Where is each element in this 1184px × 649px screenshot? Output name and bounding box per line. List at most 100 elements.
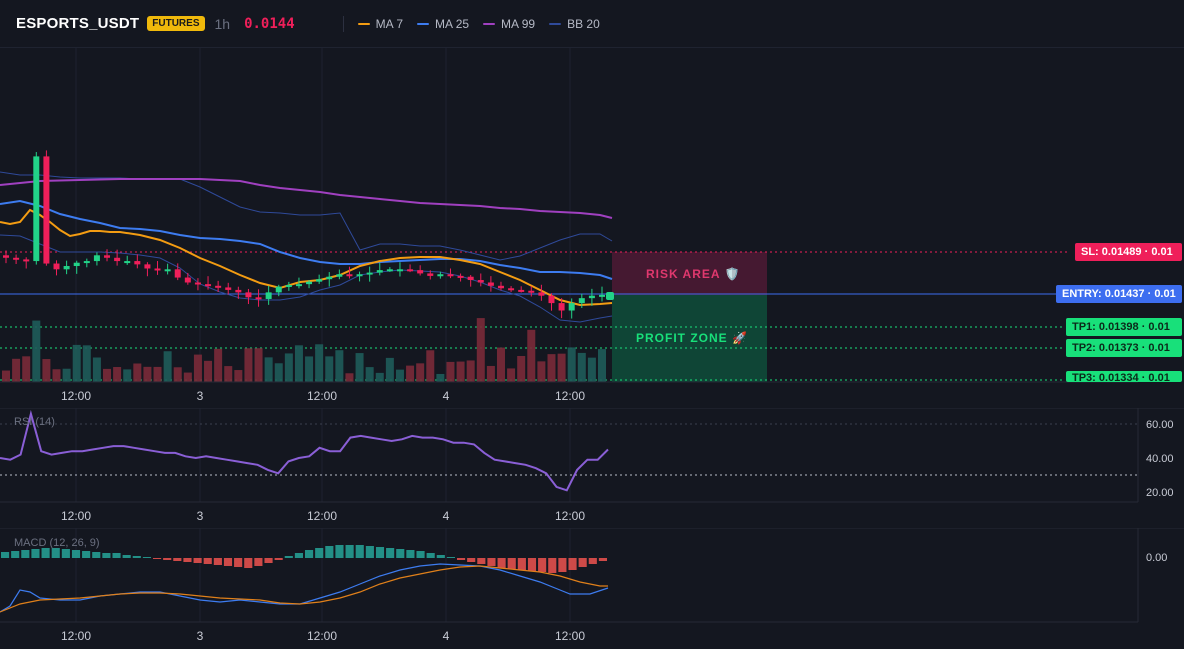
macd-histogram-bar — [467, 558, 476, 562]
volume-bar — [385, 357, 394, 382]
timeframe-selector[interactable]: 1h — [214, 15, 231, 32]
volume-bar — [587, 357, 596, 382]
candle-body — [205, 284, 212, 287]
macd-histogram-bar — [396, 549, 405, 558]
legend-ma7-label: MA 7 — [375, 16, 404, 31]
macd-histogram-bar — [61, 549, 70, 558]
risk-area-zone[interactable] — [612, 252, 767, 295]
ma7-swatch-icon — [357, 22, 370, 25]
macd-histogram-bar — [203, 558, 212, 564]
volume-bar — [12, 358, 21, 382]
macd-histogram-bar — [507, 558, 516, 569]
macd-histogram-bar — [51, 548, 60, 558]
candle-body — [285, 284, 292, 287]
candle-body — [346, 274, 353, 277]
candle-body — [386, 269, 393, 272]
volume-bar — [133, 363, 142, 382]
volume-bar — [517, 355, 526, 382]
macd-histogram — [1, 545, 607, 573]
volume-bar — [224, 366, 233, 382]
candle-body — [396, 269, 403, 272]
time-label: 12:00 — [307, 389, 337, 403]
tp2-tag[interactable]: TP2: 0.01373 · 0.01 — [1066, 339, 1182, 357]
entry-tag[interactable]: ENTRY: 0.01437 · 0.01 — [1056, 285, 1182, 303]
symbol-title[interactable]: ESPORTS_USDT — [16, 15, 140, 32]
macd-histogram-bar — [446, 557, 455, 558]
candle-body — [467, 276, 474, 281]
macd-histogram-bar — [365, 546, 374, 558]
volume-bar — [355, 353, 364, 382]
candle-body — [427, 273, 434, 276]
macd-histogram-bar — [548, 558, 557, 573]
candle-body — [184, 277, 191, 283]
price-time-axis: 12:00 3 12:00 4 12:00 — [61, 389, 585, 403]
macd-histogram-bar — [112, 553, 121, 558]
macd-histogram-bar — [406, 550, 415, 558]
candle-body — [53, 263, 60, 270]
rsi-axis-label: 60.00 — [1146, 419, 1174, 431]
legend-ma99-label: MA 99 — [501, 16, 536, 31]
macd-histogram-bar — [588, 558, 597, 564]
legend-ma99[interactable]: MA 99 — [483, 17, 535, 31]
rsi-label: RSI (14) — [14, 416, 55, 428]
macd-histogram-bar — [284, 556, 293, 558]
volume-bar — [42, 359, 51, 382]
rsi-line — [0, 409, 609, 492]
volume-bar — [163, 351, 172, 382]
volume-bar — [325, 356, 334, 382]
macd-histogram-bar — [254, 558, 263, 566]
macd-pane[interactable]: MACD (12, 26, 9) 0.00 12:00 3 12:00 4 12… — [0, 528, 1184, 649]
legend-ma25[interactable]: MA 25 — [417, 17, 469, 31]
volume-bar — [82, 345, 91, 382]
candle-body — [548, 295, 555, 304]
candle-body — [194, 282, 201, 285]
volume-bar — [244, 348, 253, 382]
profit-zone[interactable] — [612, 295, 767, 382]
candle-body — [104, 255, 111, 258]
legend-ma7[interactable]: MA 7 — [357, 16, 404, 31]
volume-bar — [234, 370, 243, 382]
candle-body — [407, 269, 414, 272]
time-label: 12:00 — [307, 509, 337, 523]
time-label: 12:00 — [61, 509, 91, 523]
volume-bar — [22, 356, 31, 382]
stop-loss-tag[interactable]: SL: 0.01489 · 0.01 — [1075, 243, 1182, 261]
rsi-pane[interactable]: RSI (14) 60.00 40.00 20.00 12:00 3 12:00… — [0, 408, 1184, 528]
volume-bar — [476, 318, 485, 382]
candle-body — [255, 297, 262, 300]
macd-histogram-bar — [173, 558, 182, 561]
macd-histogram-bar — [264, 558, 273, 563]
macd-histogram-bar — [416, 551, 425, 558]
candle-body — [538, 292, 545, 296]
legend-ma25-label: MA 25 — [435, 16, 470, 31]
volume-bar — [32, 320, 41, 382]
legend-bb20[interactable]: BB 20 — [549, 17, 600, 31]
volume-bar — [254, 348, 263, 382]
candle-body — [306, 281, 313, 285]
volume-bar — [395, 369, 404, 382]
candle-body — [366, 272, 373, 275]
ma25-swatch-icon — [417, 22, 430, 25]
macd-histogram-bar — [163, 558, 172, 560]
macd-histogram-bar — [142, 557, 151, 558]
bb-upper-line — [0, 171, 613, 261]
candle-body — [447, 274, 454, 277]
tp1-tag[interactable]: TP1: 0.01398 · 0.01 — [1066, 318, 1182, 336]
ma25-line — [0, 199, 613, 280]
tp3-tag[interactable]: TP3: 0.01334 · 0.01 — [1066, 371, 1182, 382]
candle-body — [63, 266, 70, 270]
volume-bar — [153, 366, 162, 382]
time-label: 3 — [197, 629, 204, 643]
volume-bar — [577, 352, 586, 382]
price-chart[interactable]: 12:00 3 12:00 4 12:00 — [0, 48, 1184, 408]
profit-zone-label: PROFIT ZONE 🚀 — [636, 331, 748, 345]
volume-bar — [365, 367, 374, 382]
macd-histogram-bar — [122, 555, 131, 558]
candle-body — [508, 288, 515, 291]
macd-histogram-bar — [294, 553, 303, 558]
candle-body — [23, 259, 30, 262]
volume-bar — [547, 354, 556, 382]
ma7-line — [0, 208, 613, 307]
macd-signal-line — [0, 565, 608, 613]
candle-body — [518, 289, 525, 292]
